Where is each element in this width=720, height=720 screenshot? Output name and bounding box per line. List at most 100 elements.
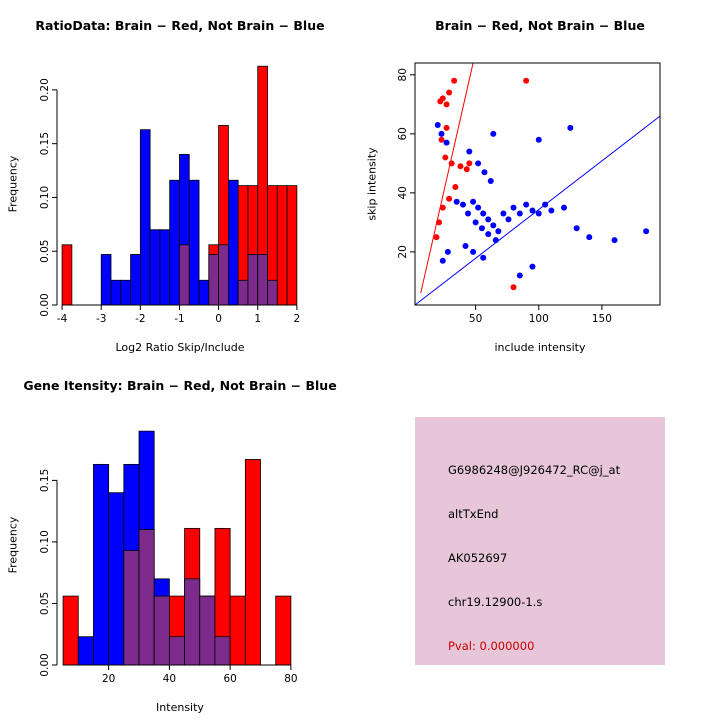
scatter-point — [438, 130, 445, 137]
info-probe-id: G6986248@J926472_RC@j_at — [448, 463, 621, 477]
x-tick-label: 1 — [254, 313, 261, 325]
scatter-point — [535, 210, 542, 217]
histogram-bar — [276, 185, 288, 306]
histogram-overlap-bar — [179, 244, 190, 306]
x-tick-label: -3 — [96, 313, 106, 325]
scatter-point — [490, 222, 497, 229]
y-tick-label: 20 — [397, 245, 409, 258]
scatter-point — [435, 219, 442, 226]
scatter-point — [439, 204, 446, 211]
x-tick-label: -1 — [174, 313, 184, 325]
info-event-type: altTxEnd — [448, 507, 499, 521]
panel-info: G6986248@J926472_RC@j_at altTxEnd AK0526… — [360, 360, 720, 720]
histogram-overlap-bar — [267, 279, 278, 306]
histogram-bar — [61, 244, 73, 306]
scatter-point — [434, 121, 441, 128]
ratio-histogram-ylabel: Frequency — [6, 155, 20, 213]
histogram-overlap-bar — [153, 595, 170, 666]
histogram-bar — [62, 595, 79, 666]
x-tick-label: 40 — [163, 673, 176, 685]
not-brain-fit-line — [414, 115, 661, 306]
scatter-point — [470, 248, 477, 255]
scatter-point — [462, 242, 469, 249]
histogram-bar — [227, 179, 239, 306]
scatter-point — [452, 183, 459, 190]
scatter-point — [463, 166, 470, 173]
histogram-overlap-bar — [208, 254, 220, 306]
scatter-point — [481, 169, 488, 176]
scatter-point — [485, 231, 492, 238]
scatter-point — [492, 237, 499, 244]
histogram-bar — [108, 492, 125, 666]
scatter-point — [516, 210, 523, 217]
scatter-point — [470, 198, 477, 205]
gene-intensity-xlabel: Intensity — [156, 701, 204, 714]
scatter-point — [478, 225, 485, 232]
scatter-point — [510, 284, 517, 291]
scatter-point — [439, 257, 446, 264]
plot-box — [414, 62, 661, 306]
histogram-overlap-bar — [168, 636, 185, 666]
y-tick-label: 80 — [397, 68, 409, 81]
histogram-bar — [229, 595, 246, 666]
histogram-overlap-bar — [214, 636, 231, 666]
scatter-point — [586, 234, 593, 241]
scatter-point — [475, 160, 482, 167]
intensity-scatter-canvas: 50 100 150 20 40 60 80 — [397, 62, 661, 325]
scatter-point — [453, 198, 460, 205]
panel-ratio-histogram: -4 -3 -2 -1 0 1 2 0.00 0.05 0.10 0.15 0.20 RatioDat… — [0, 0, 360, 360]
scatter-point — [542, 201, 549, 208]
scatter-point — [459, 201, 466, 208]
scatter-point — [442, 154, 449, 161]
scatter-point — [443, 101, 450, 108]
scatter-point — [567, 124, 574, 131]
intensity-scatter-ylabel: skip intensity — [365, 147, 379, 221]
histogram-overlap-bar — [184, 578, 201, 666]
histogram-bar — [159, 229, 171, 306]
x-tick-label: -2 — [135, 313, 145, 325]
scatter-point — [443, 124, 450, 131]
y-tick-label: 0.00 — [39, 293, 51, 316]
scatter-point — [438, 136, 445, 143]
y-tick-label: 40 — [397, 186, 409, 199]
panel-gene-intensity-histogram: 20 40 60 80 0.00 0.05 0.10 0.15 Gene Itensity: … — [0, 360, 360, 720]
histogram-bar — [188, 179, 200, 306]
histogram-overlap-bar — [123, 550, 140, 666]
scatter-point — [472, 219, 479, 226]
histogram-overlap-bar — [237, 279, 249, 306]
y-tick-label: 0.05 — [39, 592, 51, 615]
x-tick-label: 80 — [284, 673, 297, 685]
histogram-bar — [198, 279, 210, 306]
scatter-point — [490, 130, 497, 137]
scatter-point — [643, 228, 650, 235]
ratio-histogram-canvas: -4 -3 -2 -1 0 1 2 0.00 0.05 0.10 0.15 0.20 — [39, 65, 301, 325]
info-pval: Pval: 0.000000 — [448, 639, 535, 653]
scatter-point — [446, 89, 453, 96]
scatter-point — [523, 77, 530, 84]
info-panel: G6986248@J926472_RC@j_at altTxEnd AK0526… — [415, 417, 665, 665]
histogram-bar — [100, 254, 112, 306]
histogram-bar — [93, 463, 110, 666]
scatter-point — [451, 77, 458, 84]
brain-fit-line — [420, 62, 474, 294]
scatter-point — [444, 248, 451, 255]
x-tick-label: 2 — [294, 313, 301, 325]
histogram-bar — [110, 279, 122, 306]
scatter-point — [480, 254, 487, 261]
histogram-overlap-bar — [218, 244, 229, 306]
scatter-point — [523, 201, 530, 208]
scatter-point — [466, 160, 473, 167]
histogram-overlap-bar — [257, 254, 268, 306]
scatter-point — [485, 216, 492, 223]
x-tick-label: 60 — [223, 673, 236, 685]
histogram-bar — [169, 179, 180, 306]
ratio-histogram-title: RatioData: Brain − Red, Not Brain − Blue — [35, 18, 325, 33]
scatter-point — [433, 234, 440, 241]
scatter-point — [443, 139, 450, 146]
scatter-point — [500, 210, 507, 217]
scatter-point — [487, 178, 494, 185]
histogram-bar — [286, 185, 298, 306]
scatter-point — [446, 195, 453, 202]
y-tick-label: 0.20 — [39, 78, 51, 101]
scatter-point — [439, 95, 446, 102]
